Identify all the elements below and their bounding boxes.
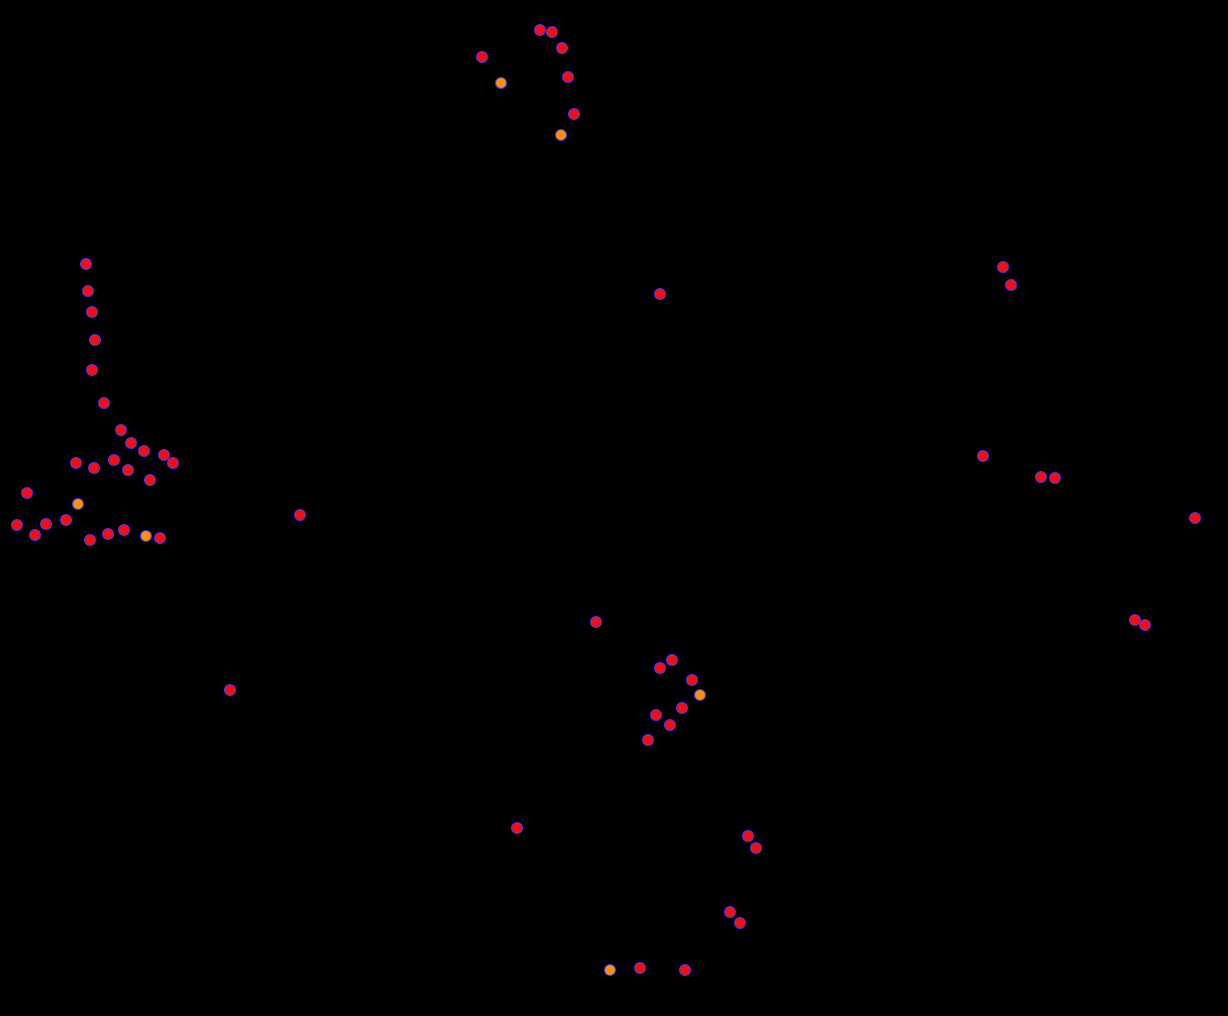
point-primary-red <box>12 520 22 530</box>
point-accent-orange <box>556 130 566 140</box>
point-primary-red <box>225 685 235 695</box>
point-primary-red <box>677 703 687 713</box>
point-primary-red <box>1130 615 1140 625</box>
point-accent-orange <box>141 531 151 541</box>
point-primary-red <box>89 463 99 473</box>
point-primary-red <box>168 458 178 468</box>
point-primary-red <box>547 27 557 37</box>
point-primary-red <box>145 475 155 485</box>
scatter-plot <box>0 0 1228 1016</box>
point-primary-red <box>998 262 1008 272</box>
point-primary-red <box>22 488 32 498</box>
point-primary-red <box>687 675 697 685</box>
point-primary-red <box>159 450 169 460</box>
point-accent-orange <box>73 499 83 509</box>
point-primary-red <box>61 515 71 525</box>
point-primary-red <box>71 458 81 468</box>
point-primary-red <box>295 510 305 520</box>
point-primary-red <box>743 831 753 841</box>
point-primary-red <box>680 965 690 975</box>
point-primary-red <box>978 451 988 461</box>
point-primary-red <box>1036 472 1046 482</box>
point-primary-red <box>667 655 677 665</box>
point-primary-red <box>155 533 165 543</box>
point-primary-red <box>87 307 97 317</box>
point-primary-red <box>569 109 579 119</box>
point-primary-red <box>90 335 100 345</box>
point-primary-red <box>87 365 97 375</box>
point-primary-red <box>1006 280 1016 290</box>
point-primary-red <box>635 963 645 973</box>
point-primary-red <box>477 52 487 62</box>
point-primary-red <box>1190 513 1200 523</box>
point-primary-red <box>83 286 93 296</box>
point-primary-red <box>1140 620 1150 630</box>
point-primary-red <box>41 519 51 529</box>
point-primary-red <box>139 446 149 456</box>
point-primary-red <box>99 398 109 408</box>
point-primary-red <box>116 425 126 435</box>
point-primary-red <box>643 735 653 745</box>
point-primary-red <box>30 530 40 540</box>
point-primary-red <box>557 43 567 53</box>
point-primary-red <box>109 455 119 465</box>
point-primary-red <box>651 710 661 720</box>
point-accent-orange <box>695 690 705 700</box>
point-primary-red <box>85 535 95 545</box>
point-primary-red <box>103 529 113 539</box>
point-primary-red <box>563 72 573 82</box>
point-accent-orange <box>496 78 506 88</box>
point-primary-red <box>655 289 665 299</box>
point-primary-red <box>591 617 601 627</box>
point-primary-red <box>119 525 129 535</box>
point-primary-red <box>1050 473 1060 483</box>
point-primary-red <box>725 907 735 917</box>
point-primary-red <box>735 918 745 928</box>
point-primary-red <box>512 823 522 833</box>
point-primary-red <box>535 25 545 35</box>
point-accent-orange <box>605 965 615 975</box>
point-primary-red <box>751 843 761 853</box>
point-primary-red <box>81 259 91 269</box>
point-primary-red <box>655 663 665 673</box>
point-primary-red <box>126 438 136 448</box>
point-primary-red <box>665 720 675 730</box>
point-primary-red <box>123 465 133 475</box>
